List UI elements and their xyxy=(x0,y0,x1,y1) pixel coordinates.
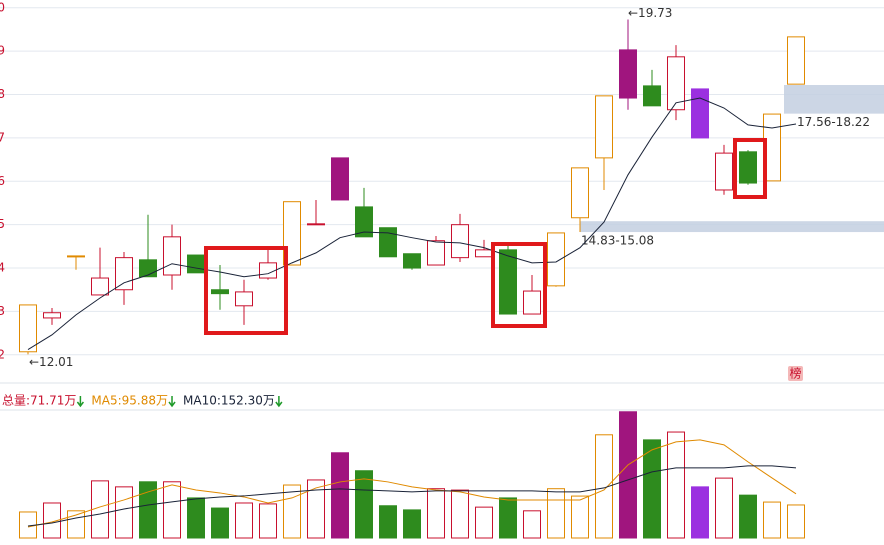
legend-entry: MA10:152.30万 xyxy=(183,394,275,408)
legend-entry: MA5:95.88万 xyxy=(91,394,168,408)
volume-bar xyxy=(763,501,781,539)
candle-body xyxy=(379,227,397,258)
volume-bar xyxy=(715,477,733,539)
volume-bar xyxy=(571,495,589,539)
candle-body xyxy=(43,312,61,319)
candle-body xyxy=(355,206,373,238)
candle-body xyxy=(259,262,277,279)
y-tick-label: 19 xyxy=(0,44,5,58)
highlight-box xyxy=(204,246,288,335)
volume-bar xyxy=(523,510,541,539)
volume-bar xyxy=(787,504,805,539)
candle-body xyxy=(475,249,493,258)
down-arrow xyxy=(76,396,85,408)
volume-bar xyxy=(139,481,157,539)
badge: 榜 xyxy=(789,366,801,381)
candle-body xyxy=(715,152,733,191)
volume-bar xyxy=(547,488,565,539)
volume-bar xyxy=(163,481,181,539)
candle-body xyxy=(523,290,541,315)
volume-bar xyxy=(451,489,469,539)
volume-bar xyxy=(691,486,709,539)
candle-body xyxy=(307,223,325,226)
volume-bar xyxy=(499,497,517,539)
highlight-box xyxy=(733,138,767,199)
moving-average-line xyxy=(27,97,797,351)
support-zone xyxy=(784,85,884,114)
volume-bar xyxy=(595,434,613,539)
candle-body xyxy=(403,253,421,269)
volume-bar xyxy=(187,497,205,539)
y-tick-label: 16 xyxy=(0,174,5,188)
y-tick-label: 14 xyxy=(0,261,5,275)
down-arrow xyxy=(275,396,283,408)
candle-body xyxy=(211,289,229,295)
candle-body xyxy=(667,56,685,111)
candle-body xyxy=(571,167,589,219)
volume-bar xyxy=(259,503,277,539)
support-zone xyxy=(580,221,884,233)
volume-bar xyxy=(355,470,373,539)
volume-bar xyxy=(115,486,133,539)
candle-body xyxy=(643,85,661,107)
candle-body xyxy=(163,236,181,276)
candle-body xyxy=(187,254,205,274)
highlight-box xyxy=(491,242,547,328)
candle-body xyxy=(451,224,469,259)
volume-bar xyxy=(331,452,349,539)
candle-body xyxy=(739,151,757,184)
volume-bar xyxy=(643,439,661,539)
volume-bar xyxy=(307,479,325,539)
volume-ma-line xyxy=(27,465,797,527)
candle-body xyxy=(691,88,709,139)
badge-bg xyxy=(788,366,803,381)
y-tick-label: 20 xyxy=(0,0,5,14)
candle-body xyxy=(19,304,37,353)
volume-bar xyxy=(427,488,445,539)
y-tick-label: 13 xyxy=(0,304,5,318)
low-label: ←12.01 xyxy=(29,355,73,369)
candle-body xyxy=(67,255,85,258)
candle-body xyxy=(139,259,157,278)
candle-body xyxy=(427,240,445,266)
candle-body xyxy=(91,277,109,296)
volume-bar xyxy=(211,507,229,539)
y-tick-label: 18 xyxy=(0,87,5,101)
candle-body xyxy=(235,291,253,307)
volume-bar xyxy=(739,494,757,539)
volume-bar xyxy=(667,431,685,539)
volume-bar xyxy=(403,509,421,539)
down-arrow xyxy=(168,396,176,408)
candle-body xyxy=(595,95,613,159)
volume-bar xyxy=(475,506,493,539)
y-tick-label: 15 xyxy=(0,217,5,231)
volume-ma-line xyxy=(27,439,797,528)
legend-total: 总量:71.71万 xyxy=(2,394,76,408)
candle-body xyxy=(115,257,133,291)
volume-panel: 总量:71.71万 MA5:95.88万 MA10:152.30万 xyxy=(2,394,805,539)
y-tick-label: 12 xyxy=(0,347,5,361)
candle-body xyxy=(499,249,517,315)
highlight-boxes xyxy=(204,138,767,335)
volume-bar xyxy=(379,505,397,539)
zone-label: 17.56-18.22 xyxy=(797,115,870,129)
high-label: ←19.73 xyxy=(628,6,672,20)
candle-body xyxy=(547,232,565,287)
volume-bar xyxy=(619,411,637,539)
volume-bar xyxy=(235,502,253,539)
candle-body xyxy=(787,36,805,85)
volume-bar xyxy=(43,502,61,539)
volume-bar xyxy=(283,484,301,539)
candle-body xyxy=(619,49,637,99)
zone-label: 14.83-15.08 xyxy=(581,234,654,248)
y-tick-label: 17 xyxy=(0,130,5,144)
candle-body xyxy=(331,157,349,201)
